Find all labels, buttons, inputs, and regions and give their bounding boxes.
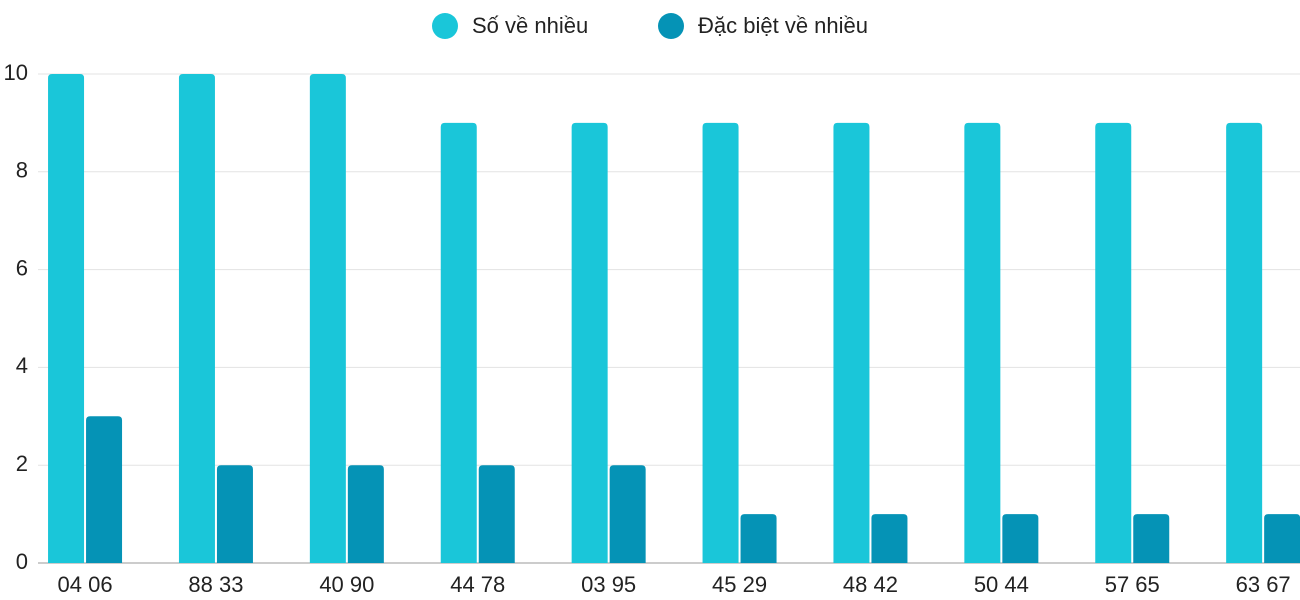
bar bbox=[702, 122, 739, 564]
bar bbox=[833, 122, 870, 564]
x-tick-label: 45 29 bbox=[712, 572, 767, 597]
x-tick-label: 40 90 bbox=[319, 572, 374, 597]
bar bbox=[1095, 122, 1132, 564]
x-tick-label: 03 95 bbox=[581, 572, 636, 597]
bar bbox=[571, 122, 608, 564]
bar bbox=[309, 74, 346, 563]
legend-label: Số về nhiều bbox=[472, 13, 588, 38]
bar bbox=[86, 416, 123, 563]
bar bbox=[740, 514, 777, 563]
x-tick-label: 04 06 bbox=[58, 572, 113, 597]
x-tick-label: 50 44 bbox=[974, 572, 1029, 597]
legend-marker bbox=[658, 13, 684, 39]
legend-label: Đặc biệt về nhiều bbox=[698, 13, 868, 38]
bar bbox=[1133, 514, 1170, 563]
legend-marker bbox=[432, 13, 458, 39]
bar bbox=[347, 465, 384, 563]
y-tick-label: 8 bbox=[16, 158, 28, 183]
bar bbox=[1226, 122, 1263, 564]
x-tick-label: 88 33 bbox=[188, 572, 243, 597]
bar bbox=[178, 74, 215, 563]
bar bbox=[964, 122, 1001, 564]
bar bbox=[478, 465, 515, 563]
y-tick-label: 4 bbox=[16, 353, 28, 378]
x-tick-label: 48 42 bbox=[843, 572, 898, 597]
x-tick-label: 57 65 bbox=[1105, 572, 1160, 597]
y-tick-label: 0 bbox=[16, 549, 28, 574]
bar bbox=[48, 74, 85, 563]
bar bbox=[216, 465, 253, 563]
y-tick-label: 10 bbox=[4, 60, 28, 85]
bar bbox=[871, 514, 908, 563]
bar bbox=[609, 465, 646, 563]
bar bbox=[440, 122, 477, 564]
x-tick-label: 63 67 bbox=[1236, 572, 1291, 597]
y-tick-label: 2 bbox=[16, 451, 28, 476]
y-tick-label: 6 bbox=[16, 255, 28, 280]
bar bbox=[1264, 514, 1300, 563]
bar bbox=[1002, 514, 1039, 563]
x-tick-label: 44 78 bbox=[450, 572, 505, 597]
